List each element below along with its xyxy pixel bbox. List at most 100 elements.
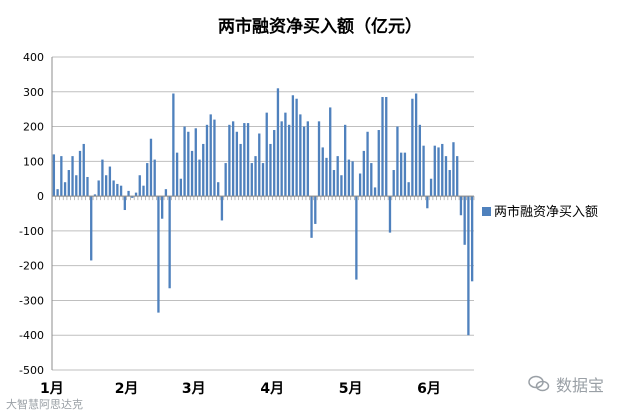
bar <box>358 173 362 197</box>
bar <box>385 96 388 197</box>
bar <box>302 126 306 197</box>
bar <box>276 88 280 197</box>
bar <box>168 196 171 289</box>
bar <box>142 185 145 197</box>
bar <box>231 121 235 197</box>
x-month-label: 5月 <box>339 381 363 397</box>
bar <box>243 123 246 197</box>
y-tick-label: 0 <box>37 190 44 203</box>
bar <box>441 143 444 197</box>
bar <box>459 196 463 216</box>
bar <box>373 187 377 197</box>
bar <box>209 114 212 197</box>
bar <box>392 170 395 197</box>
bar <box>63 182 67 197</box>
bar <box>179 178 182 197</box>
bar <box>153 159 156 197</box>
bar <box>157 196 160 313</box>
bar <box>146 163 149 197</box>
bar <box>321 147 324 197</box>
bar <box>97 180 100 197</box>
watermark-left: 大智慧阿思达克 <box>6 396 83 412</box>
bar <box>314 196 317 224</box>
bar <box>306 121 309 197</box>
bar <box>332 170 336 197</box>
bar <box>213 119 216 197</box>
bar <box>411 98 414 197</box>
bar <box>108 166 112 197</box>
bar <box>190 150 194 197</box>
bar <box>329 107 332 197</box>
bar <box>228 124 231 197</box>
bar <box>336 156 339 197</box>
bar <box>119 185 123 197</box>
bar <box>198 159 201 197</box>
bar <box>67 170 70 197</box>
bar <box>112 180 115 197</box>
bar <box>250 163 253 197</box>
bar <box>265 112 268 197</box>
bar <box>123 196 126 211</box>
bar <box>407 182 410 197</box>
bar <box>347 159 351 197</box>
wechat-icon <box>528 375 550 392</box>
y-tick-label: 100 <box>23 155 44 168</box>
x-month-label: 3月 <box>182 381 206 397</box>
chart-title: 两市融资净买入额（亿元） <box>218 16 422 37</box>
bar <box>317 121 321 197</box>
bar <box>149 138 153 197</box>
bar <box>295 98 298 197</box>
bar <box>444 156 448 197</box>
bar <box>299 114 302 197</box>
bar <box>403 152 407 197</box>
bar <box>426 196 429 209</box>
y-tick-label: -300 <box>19 294 44 307</box>
bar <box>78 150 82 197</box>
bar <box>448 170 451 197</box>
watermark-right: 数据宝 <box>528 372 604 396</box>
bar <box>437 147 440 197</box>
bar <box>71 156 74 197</box>
bar <box>194 128 197 197</box>
bar <box>418 124 422 197</box>
bar <box>101 159 104 197</box>
bar <box>355 196 358 280</box>
bar <box>433 145 436 197</box>
bar <box>90 196 93 261</box>
bar <box>269 143 272 197</box>
x-month-label: 4月 <box>260 381 284 397</box>
bar <box>183 126 186 197</box>
bar <box>273 130 276 197</box>
bar <box>239 143 242 197</box>
legend-swatch <box>482 207 491 216</box>
x-month-label: 1月 <box>40 381 64 397</box>
bar <box>381 96 384 197</box>
bar <box>86 176 89 197</box>
bar <box>172 93 175 197</box>
bar <box>370 163 373 197</box>
bar <box>414 93 418 197</box>
bar <box>246 123 250 197</box>
y-tick-label: -500 <box>19 364 44 377</box>
bar <box>325 157 328 197</box>
bar <box>344 124 347 197</box>
bar <box>205 124 209 197</box>
watermark-left-text: 大智慧阿思达克 <box>6 398 83 411</box>
bar <box>396 126 399 197</box>
bar <box>463 196 466 245</box>
bar <box>261 163 265 197</box>
bar <box>366 131 369 197</box>
y-tick-label: 400 <box>23 51 44 64</box>
bar <box>127 190 130 197</box>
bar <box>287 124 291 197</box>
bar <box>351 161 354 197</box>
bar <box>291 95 295 197</box>
bar <box>131 196 134 198</box>
bar <box>161 196 164 219</box>
y-tick-label: -200 <box>19 260 44 273</box>
bar <box>175 152 179 197</box>
bar <box>340 175 343 197</box>
y-tick-label: -400 <box>19 329 44 342</box>
y-tick-label: 200 <box>23 121 44 134</box>
